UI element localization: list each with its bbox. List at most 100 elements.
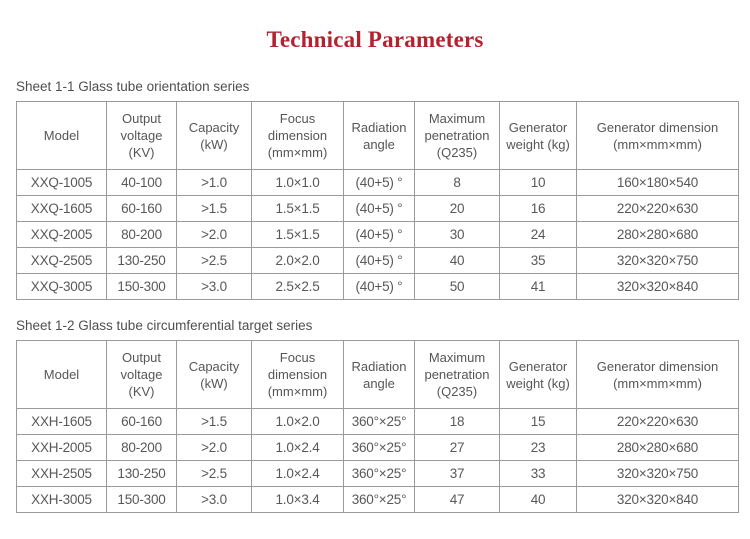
table-row-xxh-2505: XXH-2505 130-250 >2.5 1.0×2.4 360°×25° 3… — [16, 460, 739, 487]
header-radiation-angle: Radiation angle — [343, 101, 415, 170]
header-focus-dimension: Focus dimension (mm×mm) — [251, 340, 344, 409]
cell-focus-dimension: 2.5×2.5 — [251, 273, 344, 300]
cell-model: XXH-3005 — [16, 486, 107, 513]
cell-maximum-penetration: 20 — [414, 195, 500, 222]
cell-maximum-penetration: 8 — [414, 169, 500, 196]
cell-generator-dimension: 320×320×750 — [576, 460, 739, 487]
table-row-xxh-1605: XXH-1605 60-160 >1.5 1.0×2.0 360°×25° 18… — [16, 408, 739, 435]
cell-focus-dimension: 2.0×2.0 — [251, 247, 344, 274]
cell-output-voltage: 60-160 — [106, 408, 177, 435]
cell-maximum-penetration: 37 — [414, 460, 500, 487]
sheet1-header-row: Model Output voltage (KV) Capacity (kW) … — [16, 101, 739, 170]
cell-capacity: >3.0 — [176, 273, 252, 300]
cell-radiation-angle: (40+5) ° — [343, 195, 415, 222]
cell-generator-weight: 40 — [499, 486, 577, 513]
header-generator-weight: Generator weight (kg) — [499, 101, 577, 170]
cell-generator-dimension: 220×220×630 — [576, 195, 739, 222]
cell-radiation-angle: 360°×25° — [343, 434, 415, 461]
cell-radiation-angle: (40+5) ° — [343, 273, 415, 300]
header-generator-dimension: Generator dimension (mm×mm×mm) — [576, 101, 739, 170]
cell-capacity: >2.5 — [176, 460, 252, 487]
cell-generator-weight: 16 — [499, 195, 577, 222]
cell-output-voltage: 150-300 — [106, 273, 177, 300]
cell-focus-dimension: 1.0×2.0 — [251, 408, 344, 435]
cell-maximum-penetration: 27 — [414, 434, 500, 461]
cell-generator-dimension: 280×280×680 — [576, 221, 739, 248]
cell-capacity: >2.0 — [176, 434, 252, 461]
cell-generator-dimension: 280×280×680 — [576, 434, 739, 461]
header-capacity: Capacity (kW) — [176, 340, 252, 409]
cell-maximum-penetration: 47 — [414, 486, 500, 513]
cell-model: XXQ-3005 — [16, 273, 107, 300]
cell-generator-weight: 33 — [499, 460, 577, 487]
cell-capacity: >1.0 — [176, 169, 252, 196]
cell-model: XXH-1605 — [16, 408, 107, 435]
cell-model: XXQ-1005 — [16, 169, 107, 196]
table-row-xxq-1605: XXQ-1605 60-160 >1.5 1.5×1.5 (40+5) ° 20… — [16, 195, 739, 222]
cell-generator-weight: 41 — [499, 273, 577, 300]
table-row-xxq-2505: XXQ-2505 130-250 >2.5 2.0×2.0 (40+5) ° 4… — [16, 247, 739, 274]
cell-model: XXH-2005 — [16, 434, 107, 461]
cell-generator-weight: 10 — [499, 169, 577, 196]
cell-output-voltage: 80-200 — [106, 434, 177, 461]
cell-output-voltage: 40-100 — [106, 169, 177, 196]
cell-generator-dimension: 320×320×840 — [576, 273, 739, 300]
header-focus-dimension: Focus dimension (mm×mm) — [251, 101, 344, 170]
cell-radiation-angle: 360°×25° — [343, 460, 415, 487]
cell-focus-dimension: 1.5×1.5 — [251, 221, 344, 248]
sheet2-header-row: Model Output voltage (KV) Capacity (kW) … — [16, 340, 739, 409]
cell-model: XXQ-2505 — [16, 247, 107, 274]
cell-focus-dimension: 1.5×1.5 — [251, 195, 344, 222]
cell-generator-dimension: 320×320×750 — [576, 247, 739, 274]
cell-maximum-penetration: 50 — [414, 273, 500, 300]
header-radiation-angle: Radiation angle — [343, 340, 415, 409]
cell-generator-weight: 35 — [499, 247, 577, 274]
cell-maximum-penetration: 30 — [414, 221, 500, 248]
cell-capacity: >1.5 — [176, 408, 252, 435]
cell-output-voltage: 80-200 — [106, 221, 177, 248]
cell-radiation-angle: (40+5) ° — [343, 247, 415, 274]
cell-model: XXH-2505 — [16, 460, 107, 487]
sheet1-table: Model Output voltage (KV) Capacity (kW) … — [16, 101, 739, 300]
header-maximum-penetration: Maximum penetration (Q235) — [414, 340, 500, 409]
cell-focus-dimension: 1.0×2.4 — [251, 434, 344, 461]
cell-radiation-angle: (40+5) ° — [343, 221, 415, 248]
sheet2-caption: Sheet 1-2 Glass tube circumferential tar… — [16, 318, 313, 333]
cell-output-voltage: 130-250 — [106, 247, 177, 274]
header-generator-weight: Generator weight (kg) — [499, 340, 577, 409]
cell-focus-dimension: 1.0×2.4 — [251, 460, 344, 487]
cell-output-voltage: 60-160 — [106, 195, 177, 222]
cell-maximum-penetration: 40 — [414, 247, 500, 274]
cell-capacity: >2.0 — [176, 221, 252, 248]
cell-radiation-angle: 360°×25° — [343, 408, 415, 435]
page-title: Technical Parameters — [266, 27, 484, 52]
table-row-xxh-2005: XXH-2005 80-200 >2.0 1.0×2.4 360°×25° 27… — [16, 434, 739, 461]
cell-output-voltage: 150-300 — [106, 486, 177, 513]
header-maximum-penetration: Maximum penetration (Q235) — [414, 101, 500, 170]
cell-focus-dimension: 1.0×1.0 — [251, 169, 344, 196]
cell-capacity: >1.5 — [176, 195, 252, 222]
cell-maximum-penetration: 18 — [414, 408, 500, 435]
table-row-xxq-2005: XXQ-2005 80-200 >2.0 1.5×1.5 (40+5) ° 30… — [16, 221, 739, 248]
cell-radiation-angle: (40+5) ° — [343, 169, 415, 196]
table-row-xxq-1005: XXQ-1005 40-100 >1.0 1.0×1.0 (40+5) ° 8 … — [16, 169, 739, 196]
cell-generator-weight: 15 — [499, 408, 577, 435]
sheet2-table: Model Output voltage (KV) Capacity (kW) … — [16, 340, 739, 513]
table-row-xxh-3005: XXH-3005 150-300 >3.0 1.0×3.4 360°×25° 4… — [16, 486, 739, 513]
cell-generator-dimension: 160×180×540 — [576, 169, 739, 196]
cell-generator-weight: 24 — [499, 221, 577, 248]
header-model: Model — [16, 340, 107, 409]
cell-focus-dimension: 1.0×3.4 — [251, 486, 344, 513]
cell-capacity: >3.0 — [176, 486, 252, 513]
header-generator-dimension: Generator dimension (mm×mm×mm) — [576, 340, 739, 409]
cell-capacity: >2.5 — [176, 247, 252, 274]
cell-output-voltage: 130-250 — [106, 460, 177, 487]
cell-generator-dimension: 320×320×840 — [576, 486, 739, 513]
cell-generator-dimension: 220×220×630 — [576, 408, 739, 435]
cell-model: XXQ-1605 — [16, 195, 107, 222]
table-row-xxq-3005: XXQ-3005 150-300 >3.0 2.5×2.5 (40+5) ° 5… — [16, 273, 739, 300]
header-output-voltage: Output voltage (KV) — [106, 340, 177, 409]
header-capacity: Capacity (kW) — [176, 101, 252, 170]
sheet1-caption: Sheet 1-1 Glass tube orientation series — [16, 79, 250, 94]
